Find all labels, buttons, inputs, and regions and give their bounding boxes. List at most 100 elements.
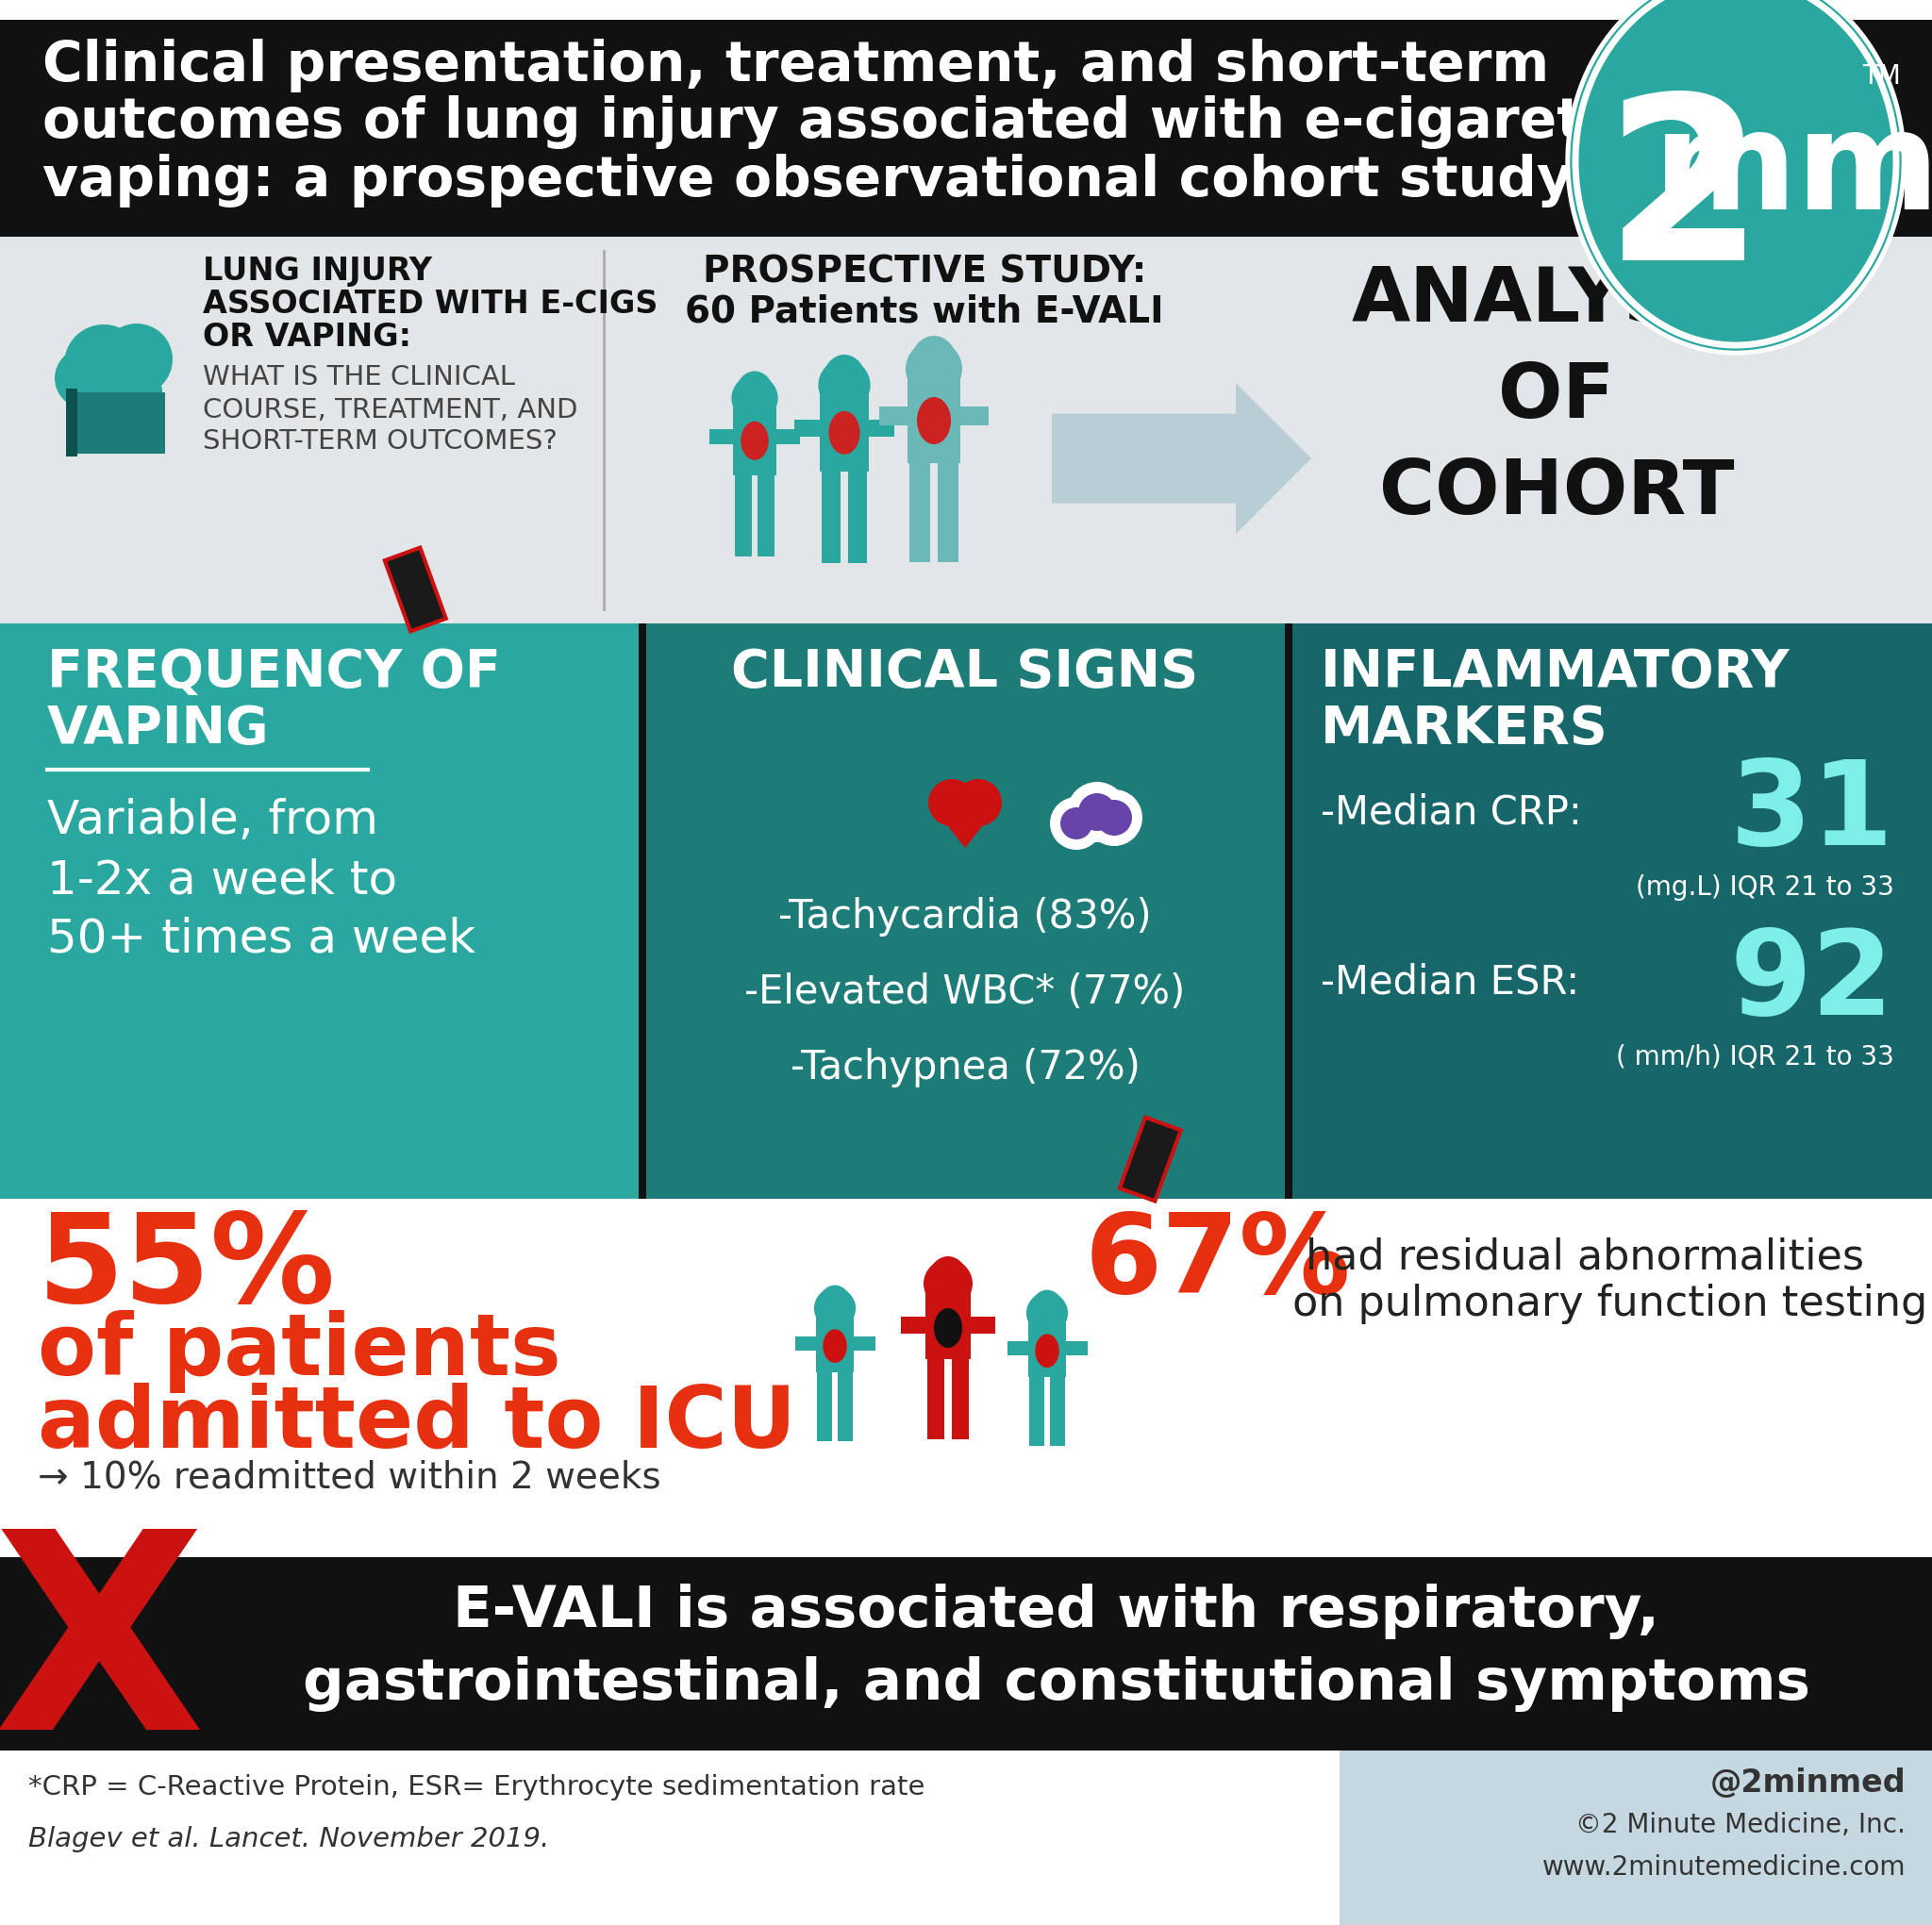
Text: -Median ESR:: -Median ESR:: [1321, 962, 1580, 1001]
Text: -Tachycardia (83%): -Tachycardia (83%): [779, 897, 1151, 937]
Text: @2minmed: @2minmed: [1710, 1767, 1905, 1798]
Text: ©2 Minute Medicine, Inc.: ©2 Minute Medicine, Inc.: [1575, 1811, 1905, 1838]
Text: *CRP = C-Reactive Protein, ESR= Erythrocyte sedimentation rate: *CRP = C-Reactive Protein, ESR= Erythroc…: [29, 1775, 925, 1800]
Text: CLINICAL SIGNS: CLINICAL SIGNS: [732, 647, 1198, 699]
Text: FREQUENCY OF
VAPING: FREQUENCY OF VAPING: [46, 647, 500, 755]
Bar: [0, 1557, 1932, 1750]
Bar: [1030, 1376, 1043, 1446]
Polygon shape: [929, 803, 1001, 847]
Ellipse shape: [927, 1257, 970, 1311]
Ellipse shape: [910, 335, 958, 393]
Circle shape: [102, 362, 162, 424]
Text: (mg.L) IQR 21 to 33: (mg.L) IQR 21 to 33: [1636, 874, 1893, 901]
Text: Blagev et al. Lancet. November 2019.: Blagev et al. Lancet. November 2019.: [29, 1827, 549, 1852]
Bar: [757, 475, 775, 556]
Text: COURSE, TREATMENT, AND: COURSE, TREATMENT, AND: [203, 397, 578, 424]
Text: -Tachypnea (72%): -Tachypnea (72%): [790, 1047, 1140, 1088]
Ellipse shape: [829, 412, 860, 454]
Bar: [0, 1750, 1932, 1925]
Circle shape: [819, 358, 869, 412]
Bar: [0, 624, 639, 1199]
Circle shape: [906, 341, 962, 397]
Ellipse shape: [823, 354, 866, 406]
Text: Clinical presentation, treatment, and short-term: Clinical presentation, treatment, and sh…: [43, 38, 1549, 92]
Bar: [927, 1359, 945, 1440]
Circle shape: [813, 1288, 856, 1330]
Bar: [1119, 1116, 1180, 1201]
Bar: [879, 406, 989, 425]
Text: on pulmonary function testing: on pulmonary function testing: [1293, 1284, 1928, 1324]
Text: outcomes of lung injury associated with e-cigarettes or: outcomes of lung injury associated with …: [43, 94, 1764, 148]
Text: gastrointestinal, and constitutional symptoms: gastrointestinal, and constitutional sym…: [303, 1656, 1810, 1711]
Bar: [815, 1311, 854, 1373]
Bar: [1028, 1315, 1066, 1376]
Circle shape: [923, 1259, 972, 1309]
Ellipse shape: [736, 372, 775, 418]
Circle shape: [927, 780, 976, 826]
Circle shape: [954, 780, 1003, 826]
Circle shape: [1049, 797, 1103, 849]
Circle shape: [1026, 1292, 1068, 1334]
Bar: [817, 1373, 831, 1440]
Text: of patients: of patients: [39, 1311, 560, 1394]
Ellipse shape: [1571, 0, 1901, 350]
Bar: [384, 547, 446, 631]
Text: E-VALI is associated with respiratory,: E-VALI is associated with respiratory,: [454, 1584, 1660, 1640]
Bar: [0, 1199, 1932, 1557]
Ellipse shape: [1575, 0, 1895, 345]
Bar: [952, 1359, 968, 1440]
Ellipse shape: [1036, 1334, 1059, 1367]
Text: 92: 92: [1731, 924, 1893, 1040]
Text: 31: 31: [1731, 755, 1893, 868]
Ellipse shape: [933, 1309, 962, 1347]
Text: OR VAPING:: OR VAPING:: [203, 321, 412, 352]
Bar: [900, 1317, 995, 1334]
Bar: [910, 464, 929, 562]
Bar: [1007, 1342, 1088, 1355]
Ellipse shape: [823, 1330, 846, 1363]
Bar: [71, 393, 164, 454]
Bar: [819, 389, 869, 472]
Text: vaping: a prospective observational cohort study: vaping: a prospective observational coho…: [43, 154, 1573, 208]
Bar: [1051, 1376, 1065, 1446]
Text: admitted to ICU: admitted to ICU: [39, 1382, 796, 1465]
Bar: [0, 0, 1932, 237]
Text: 67%: 67%: [1086, 1209, 1350, 1317]
Text: mm: mm: [1654, 104, 1932, 237]
Text: ( mm/h) IQR 21 to 33: ( mm/h) IQR 21 to 33: [1615, 1043, 1893, 1070]
Bar: [838, 1373, 852, 1440]
Bar: [908, 373, 960, 464]
Text: ANALYSIS
OF
COHORT: ANALYSIS OF COHORT: [1350, 264, 1762, 531]
Text: LUNG INJURY: LUNG INJURY: [203, 256, 433, 287]
Text: INFLAMMATORY
MARKERS: INFLAMMATORY MARKERS: [1321, 647, 1791, 755]
Bar: [848, 472, 867, 562]
Text: had residual abnormalities: had residual abnormalities: [1293, 1236, 1864, 1276]
Text: 60 Patients with E-VALI: 60 Patients with E-VALI: [686, 293, 1163, 329]
Text: Variable, from: Variable, from: [46, 799, 379, 843]
Text: X: X: [0, 1521, 205, 1788]
Bar: [1293, 624, 1932, 1199]
Text: SHORT-TERM OUTCOMES?: SHORT-TERM OUTCOMES?: [203, 427, 558, 454]
Ellipse shape: [1567, 0, 1905, 354]
Text: 55%: 55%: [39, 1209, 336, 1328]
Text: PROSPECTIVE STUDY:: PROSPECTIVE STUDY:: [703, 254, 1146, 289]
Circle shape: [1086, 789, 1142, 845]
Circle shape: [64, 325, 143, 404]
Bar: [794, 1336, 875, 1351]
Text: -Median CRP:: -Median CRP:: [1321, 793, 1582, 832]
Bar: [1339, 1750, 1932, 1925]
Circle shape: [1078, 793, 1117, 832]
Circle shape: [1061, 807, 1092, 839]
Bar: [0, 237, 1932, 624]
Bar: [937, 464, 958, 562]
Circle shape: [100, 323, 172, 395]
Bar: [66, 389, 77, 456]
Text: TM: TM: [1862, 64, 1901, 90]
Bar: [734, 475, 752, 556]
Ellipse shape: [918, 397, 951, 445]
Bar: [709, 429, 800, 445]
Circle shape: [85, 350, 151, 416]
Text: 2: 2: [1604, 87, 1764, 308]
Circle shape: [81, 372, 135, 424]
Bar: [821, 472, 840, 562]
